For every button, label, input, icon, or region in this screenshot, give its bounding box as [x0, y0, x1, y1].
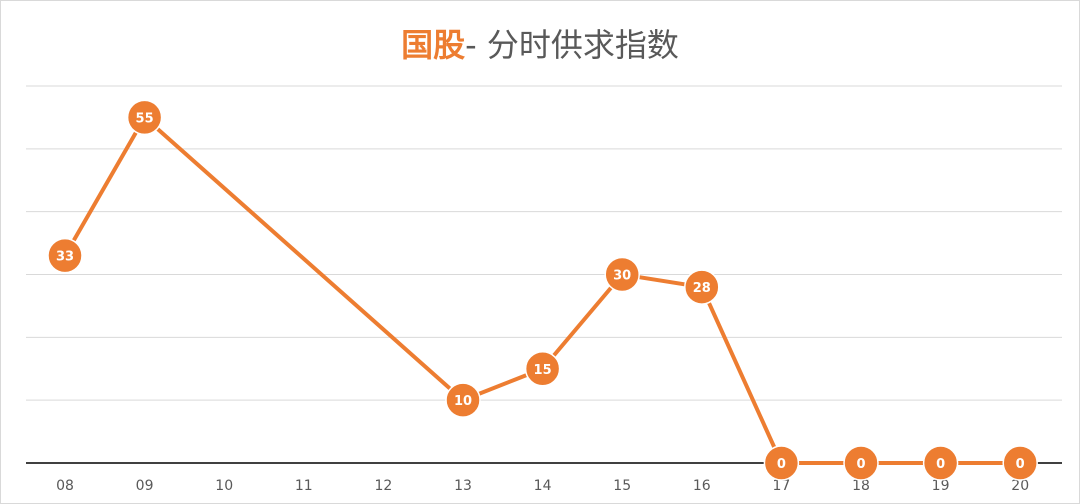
- data-point-marker: [843, 445, 879, 481]
- chart-title-accent: 国股: [401, 26, 466, 64]
- chart-title-rest: - 分时供求指数: [465, 26, 679, 64]
- data-point-marker: [47, 237, 83, 274]
- series-line-segment: [142, 115, 465, 403]
- x-tick-label: 20: [1011, 478, 1029, 494]
- data-point-marker: [524, 351, 561, 387]
- data-label: 10: [454, 394, 472, 409]
- data-label: 15: [534, 363, 552, 378]
- series-lines: [63, 115, 1023, 465]
- gridlines: [26, 85, 1062, 401]
- data-label: 0: [777, 457, 786, 472]
- data-label: 0: [936, 457, 945, 472]
- data-point-marker: [126, 99, 163, 136]
- data-point-marker: [445, 382, 481, 418]
- data-point-marker: [684, 269, 720, 305]
- data-label: 33: [56, 250, 74, 265]
- x-tick-label: 18: [852, 478, 870, 494]
- series-line-segment: [699, 285, 784, 465]
- x-tick-label: 13: [454, 478, 472, 494]
- x-tick-label: 12: [374, 478, 392, 494]
- data-label: 30: [613, 269, 631, 284]
- series-line-segment: [540, 272, 625, 371]
- x-tick-label: 10: [215, 478, 233, 494]
- data-label: 0: [856, 457, 865, 472]
- x-tick-label: 15: [613, 478, 631, 494]
- x-tick-label: 08: [56, 478, 74, 494]
- data-label: 28: [693, 281, 711, 296]
- x-tick-label: 11: [295, 478, 313, 494]
- data-point-marker: [604, 256, 640, 293]
- x-tick-label: 16: [693, 478, 711, 494]
- data-label: 55: [136, 111, 154, 126]
- data-points: 33 55 10 15 30 28 0 0 0 0: [47, 99, 1038, 481]
- data-label: 0: [1016, 457, 1025, 472]
- data-point-marker: [922, 445, 959, 481]
- x-tick-labels: 08 09 10 11 12 13 14 15 16 17 18 19 20: [56, 478, 1029, 494]
- data-point-marker: [763, 445, 800, 481]
- series-line-segment: [63, 115, 147, 258]
- data-point-marker: [1002, 445, 1038, 481]
- x-tick-label: 09: [136, 478, 154, 494]
- x-tick-label: 14: [534, 478, 552, 494]
- x-tick-label: 19: [932, 478, 950, 494]
- chart-title: 国股- 分时供求指数: [0, 20, 1080, 66]
- x-tick-label: 17: [772, 478, 790, 494]
